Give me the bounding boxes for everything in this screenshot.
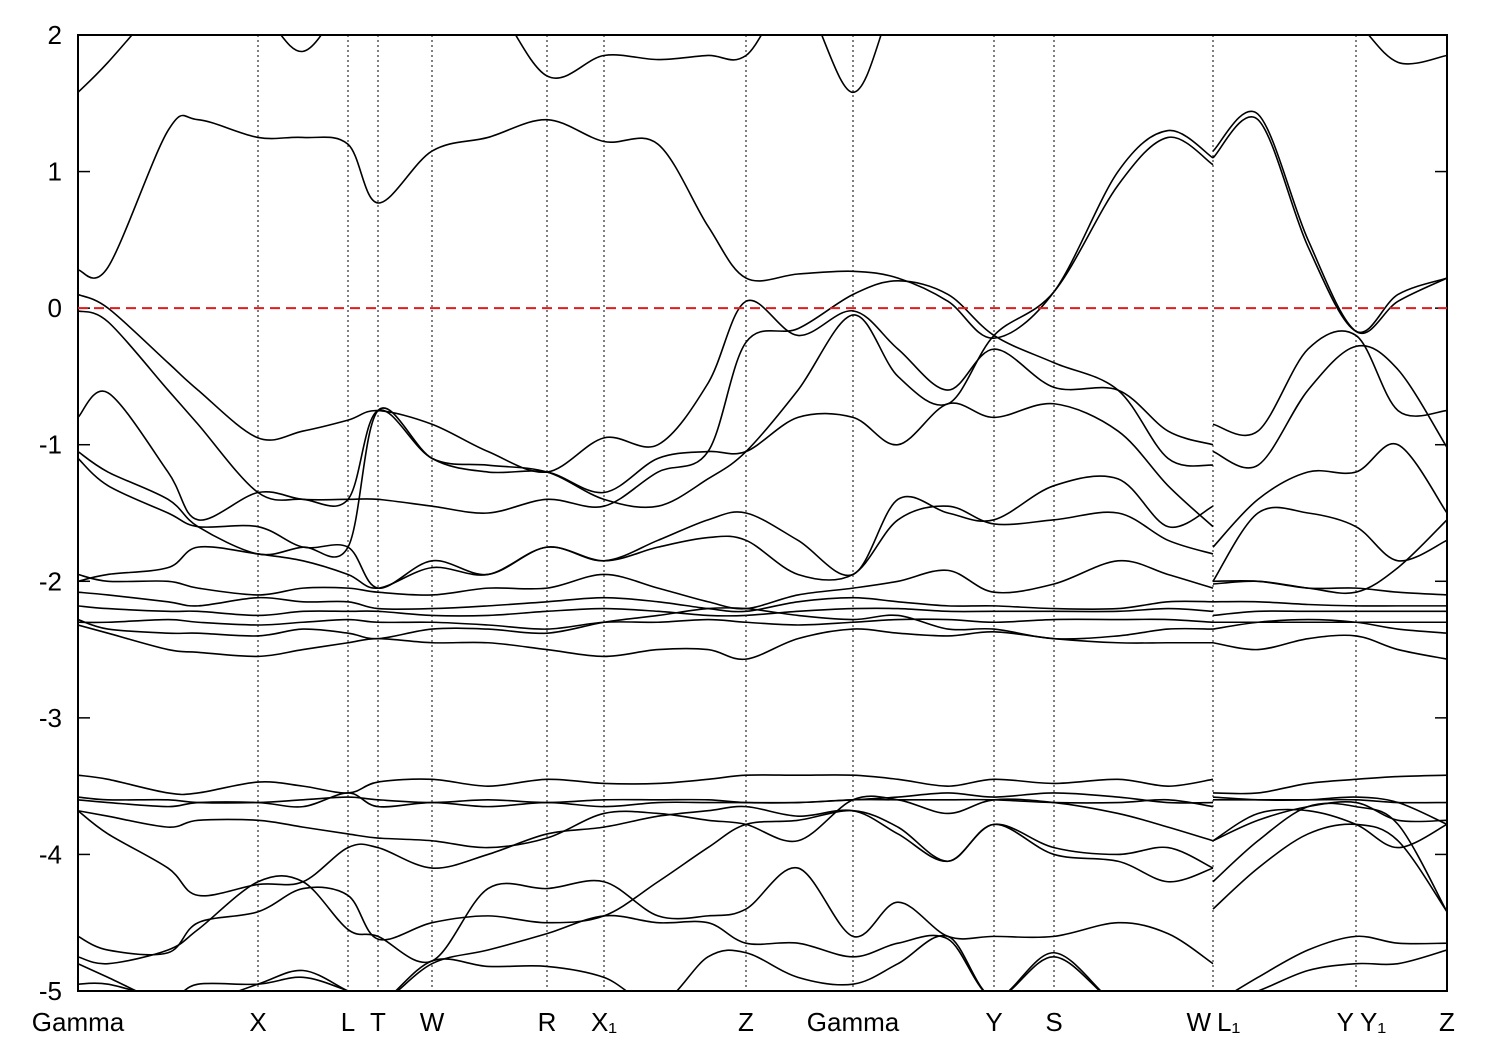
band xyxy=(78,802,1447,956)
y-tick-label: -2 xyxy=(39,566,62,596)
x-tick-label: W xyxy=(1186,1007,1211,1037)
band xyxy=(78,591,1447,613)
band xyxy=(78,457,1447,589)
y-tick-label: -5 xyxy=(39,976,62,1006)
band xyxy=(78,606,1447,640)
band xyxy=(78,792,1447,826)
band xyxy=(78,559,1447,610)
y-tick-label: -3 xyxy=(39,703,62,733)
y-tick-label: 0 xyxy=(48,293,62,323)
band xyxy=(78,774,1447,796)
x-tick-label: Gamma xyxy=(32,1007,125,1037)
band xyxy=(78,605,1447,617)
x-tick-label: X₁ xyxy=(591,1007,617,1037)
x-tick-label: Gamma xyxy=(807,1007,900,1037)
x-tick-label: L₁ xyxy=(1217,1007,1240,1037)
band xyxy=(78,293,1447,473)
x-tick-label: R xyxy=(538,1007,557,1037)
band xyxy=(78,110,1447,339)
x-tick-label: Y xyxy=(985,1007,1002,1037)
x-tick-label: T xyxy=(370,1007,386,1037)
x-tick-label: Z xyxy=(738,1007,754,1037)
bands xyxy=(78,35,1447,991)
y-tick-label: 2 xyxy=(48,20,62,50)
plot-frame xyxy=(77,34,1448,992)
y-tick-label: -4 xyxy=(39,839,62,869)
x-tick-label: Z xyxy=(1439,1007,1455,1037)
band xyxy=(78,823,1447,965)
band xyxy=(78,934,1447,991)
band xyxy=(78,792,1447,804)
x-tick-label: Y₁ xyxy=(1360,1007,1386,1037)
y-tick-label: -1 xyxy=(39,430,62,460)
x-tick-label: X xyxy=(249,1007,266,1037)
band xyxy=(78,35,1447,94)
band xyxy=(78,914,1447,991)
x-tick-label: L xyxy=(341,1007,355,1037)
y-tick-label: 1 xyxy=(48,157,62,187)
band xyxy=(78,402,1447,558)
x-tick-label: S xyxy=(1045,1007,1062,1037)
band xyxy=(78,624,1447,661)
x-tick-label: W xyxy=(420,1007,445,1037)
x-tick-label: Y xyxy=(1337,1007,1354,1037)
band xyxy=(78,116,1447,509)
band xyxy=(78,280,1447,521)
